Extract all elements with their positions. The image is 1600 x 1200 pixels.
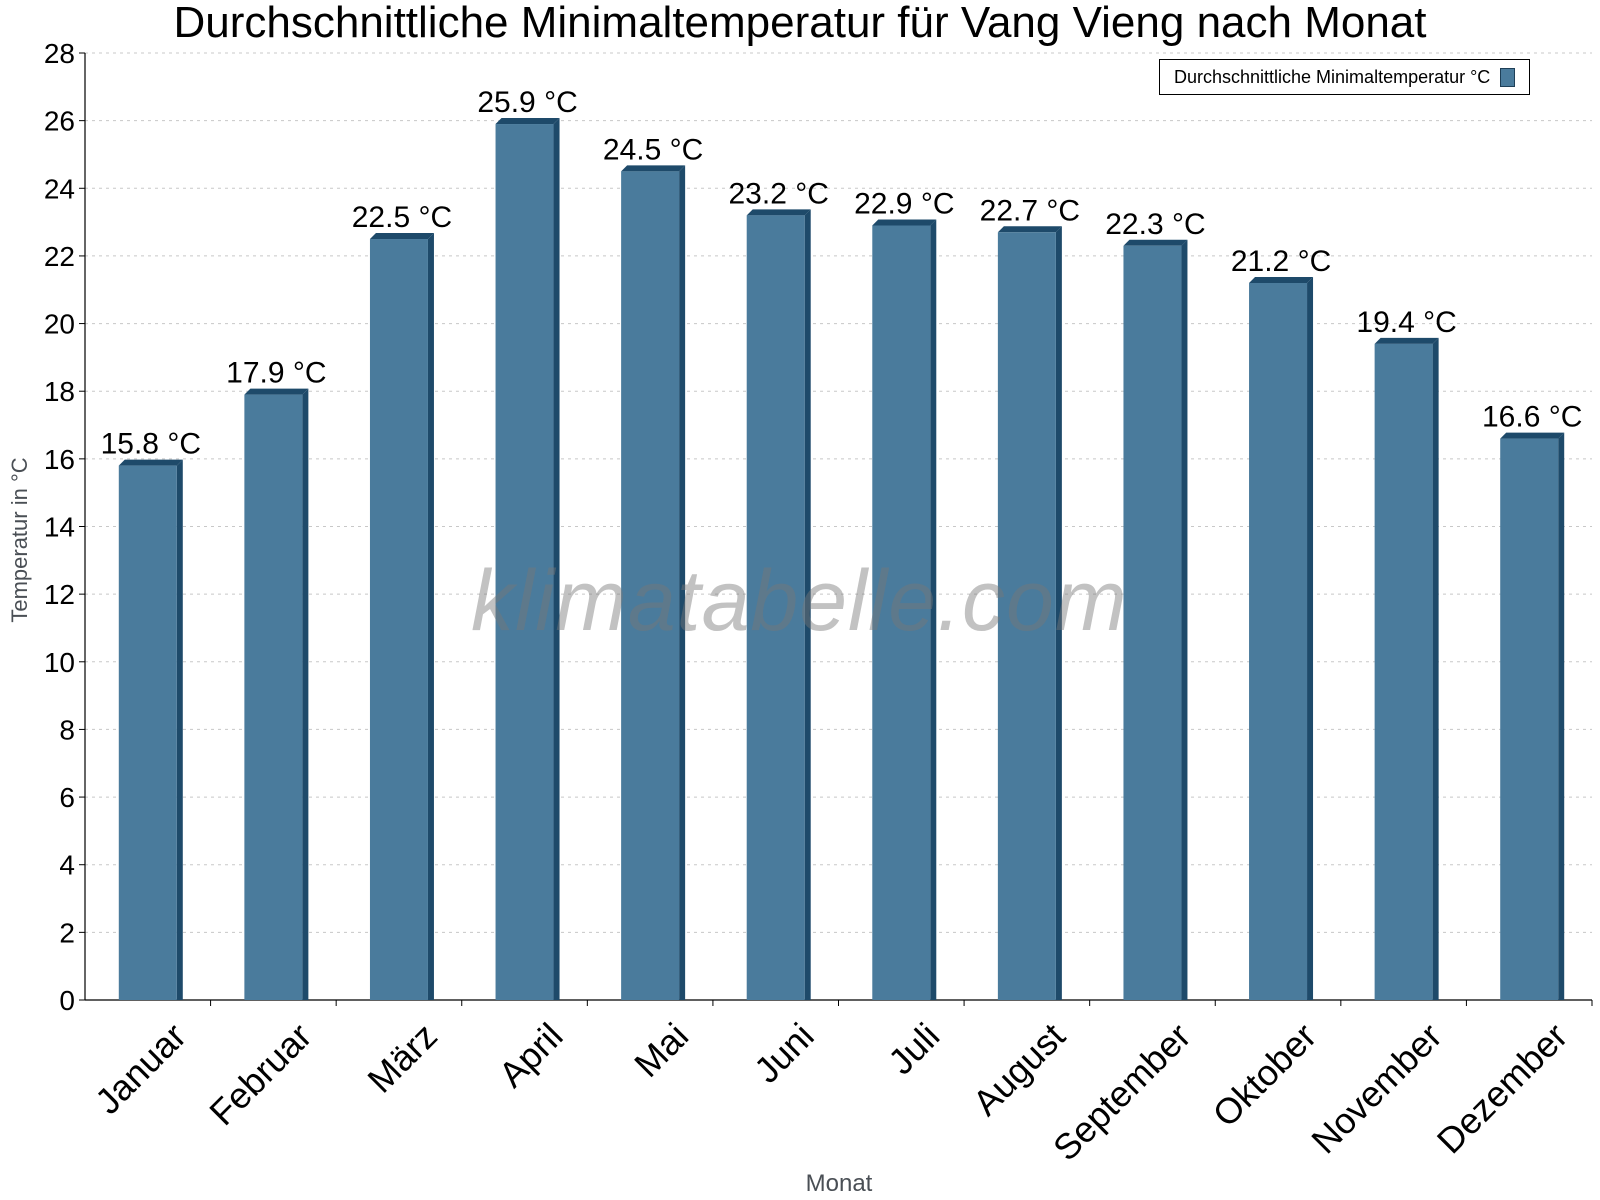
bar-top (1374, 337, 1439, 344)
chart-title: Durchschnittliche Minimaltemperatur für … (173, 0, 1427, 47)
bar-top (621, 165, 686, 172)
bar-side (553, 118, 560, 1000)
bar-side (1432, 337, 1439, 1001)
x-axis-label: Monat (805, 1170, 873, 1197)
bar-side (427, 233, 434, 1001)
x-tick-label: Juni (746, 1015, 822, 1091)
x-tick-label: Februar (201, 1015, 319, 1133)
bar-side (930, 219, 937, 1001)
watermark: klimatabelle.com (471, 553, 1128, 649)
bar-top (1500, 432, 1565, 439)
data-label: 22.9 °C (854, 187, 954, 220)
legend-label: Durchschnittliche Minimaltemperatur °C (1174, 66, 1491, 87)
x-tick-label: April (491, 1015, 571, 1095)
x-tick-label: Juli (880, 1015, 947, 1082)
bar (746, 215, 805, 1001)
bar-side (1558, 432, 1565, 1000)
x-tick-label: August (965, 1015, 1073, 1123)
legend: Durchschnittliche Minimaltemperatur °C (1159, 59, 1531, 95)
data-label: 25.9 °C (477, 86, 577, 119)
bar-top (997, 226, 1062, 233)
x-tick-label: Dezember (1429, 1015, 1575, 1161)
data-label: 21.2 °C (1231, 245, 1331, 278)
x-tick-label: Mai (626, 1015, 696, 1085)
data-label: 16.6 °C (1482, 401, 1582, 434)
y-tick-label: 12 (44, 579, 75, 610)
y-tick-label: 18 (44, 376, 75, 407)
y-tick-label: 22 (44, 241, 75, 272)
bar (1123, 245, 1182, 1000)
bar-top (1123, 239, 1188, 246)
bar-side (302, 388, 309, 1000)
x-tick-label: Januar (87, 1015, 194, 1122)
bar-top (118, 459, 183, 466)
y-tick-label: 8 (59, 714, 75, 745)
bar (1249, 282, 1308, 1000)
bar (495, 124, 554, 1000)
y-axis-label: Temperatur in °C (7, 457, 32, 623)
bar (1374, 343, 1433, 1001)
bar-side (804, 209, 811, 1001)
bar-side (1307, 276, 1314, 1000)
bar (872, 225, 931, 1001)
y-tick-label: 4 (59, 850, 75, 881)
bar-side (176, 459, 183, 1000)
bar (621, 171, 680, 1000)
bar-top (369, 233, 434, 240)
bar-side (1055, 226, 1062, 1001)
bar (244, 394, 303, 1000)
bar-top (1249, 276, 1314, 283)
data-label: 22.5 °C (352, 201, 452, 234)
bar-top (746, 209, 811, 216)
data-label: 15.8 °C (101, 428, 201, 461)
legend-swatch (1500, 67, 1516, 87)
data-label: 22.7 °C (980, 194, 1080, 227)
y-tick-label: 16 (44, 444, 75, 475)
bar (997, 232, 1056, 1001)
bar-top (244, 388, 309, 395)
y-tick-label: 14 (44, 512, 75, 543)
data-label: 17.9 °C (226, 357, 326, 390)
data-label: 24.5 °C (603, 133, 703, 166)
data-label: 19.4 °C (1356, 306, 1456, 339)
x-tick-label: Oktober (1205, 1015, 1325, 1135)
y-tick-label: 20 (44, 309, 75, 340)
bar (118, 465, 177, 1000)
bar-top (872, 219, 937, 226)
bar-side (679, 165, 686, 1000)
bar-top (495, 118, 560, 125)
y-tick-label: 28 (44, 38, 75, 69)
bar (369, 239, 428, 1001)
y-tick-label: 2 (59, 917, 75, 948)
y-tick-label: 6 (59, 782, 75, 813)
y-tick-label: 26 (44, 106, 75, 137)
data-label: 22.3 °C (1105, 208, 1205, 241)
bar (1500, 438, 1559, 1000)
x-tick-label: November (1303, 1015, 1449, 1161)
x-tick-label: März (359, 1015, 445, 1101)
data-label: 23.2 °C (729, 177, 829, 210)
y-tick-label: 10 (44, 647, 75, 678)
y-tick-label: 24 (44, 173, 75, 204)
bar-side (1181, 239, 1188, 1000)
y-tick-label: 0 (59, 985, 75, 1016)
x-tick-label: September (1045, 1015, 1199, 1169)
